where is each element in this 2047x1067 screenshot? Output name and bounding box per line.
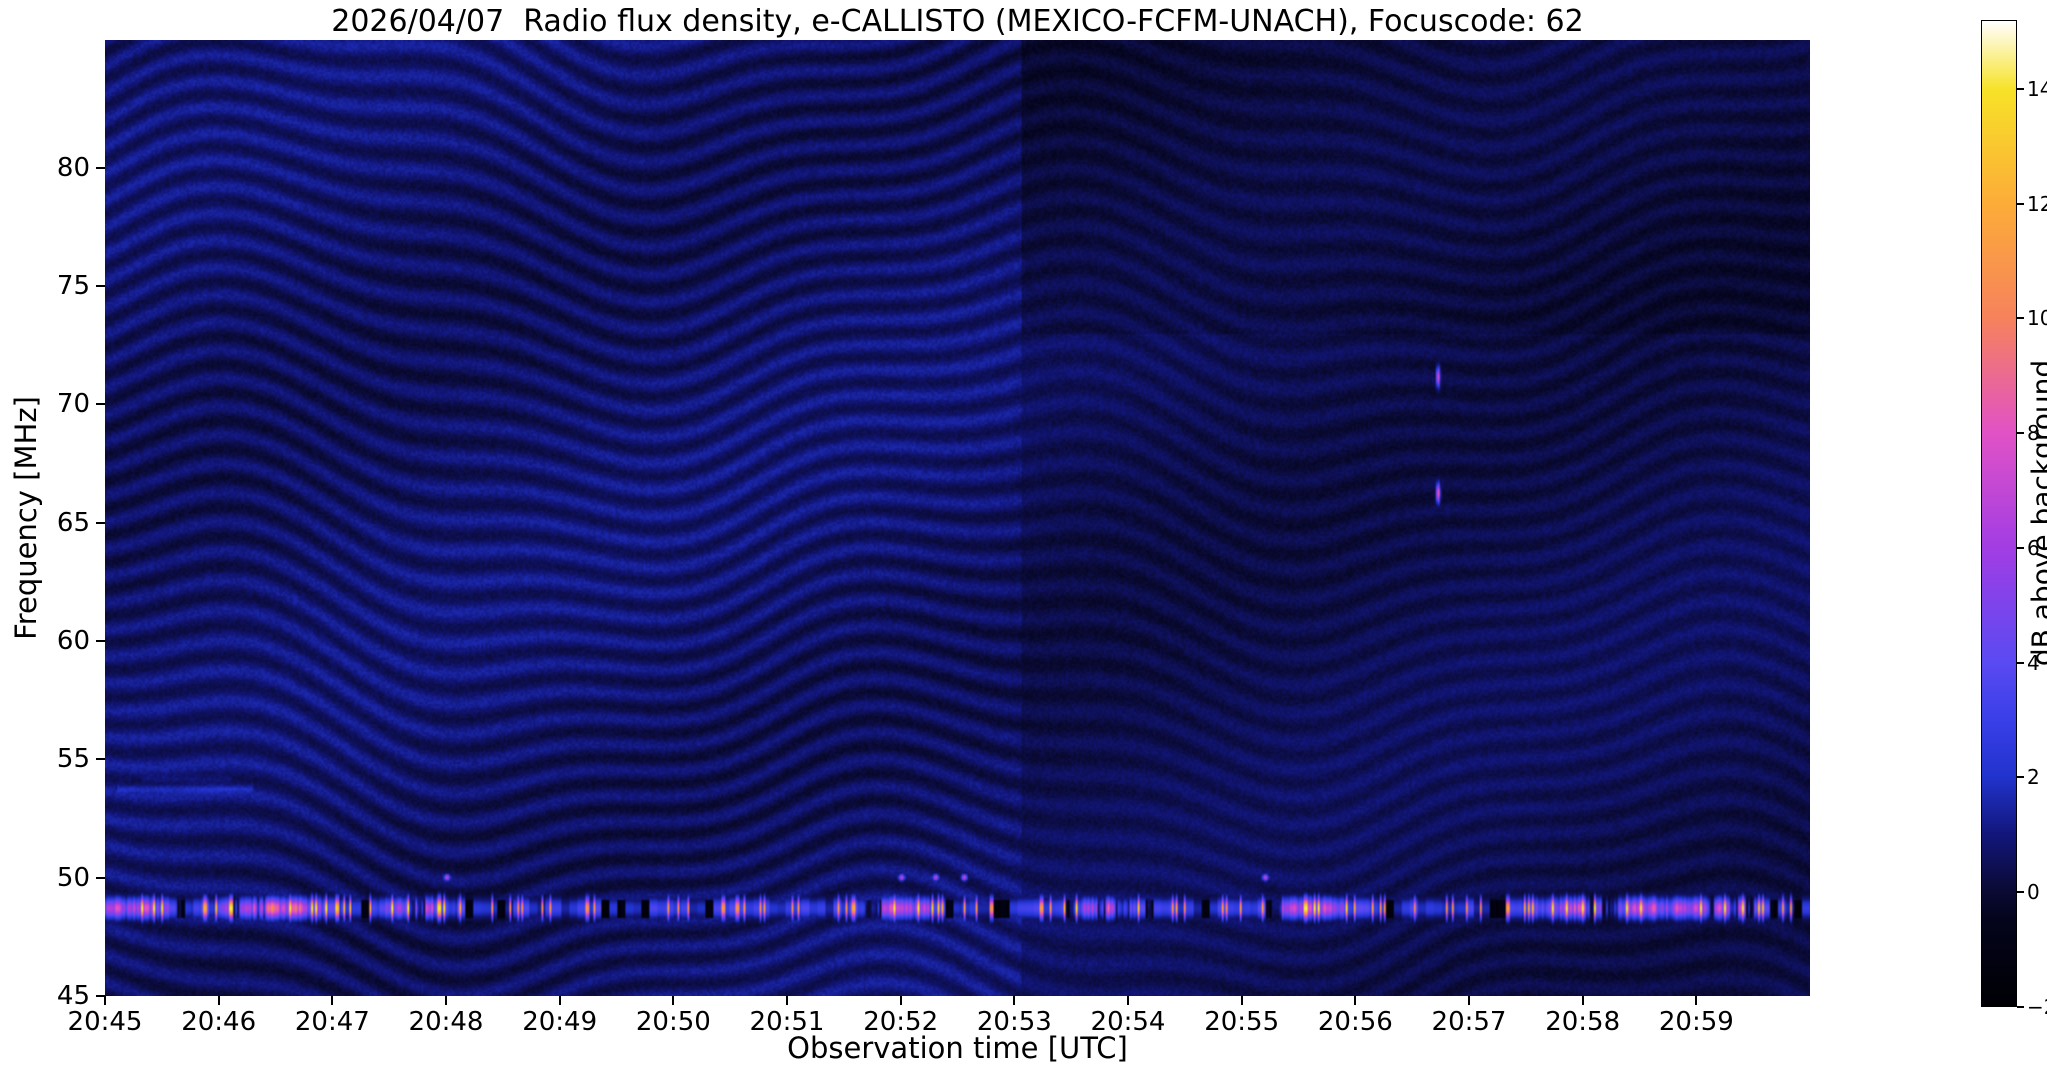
x-tick-label: 20:54 (1090, 1007, 1166, 1037)
chart-title: 2026/04/07 Radio flux density, e-CALLIST… (331, 4, 1584, 39)
colorbar-tick-mark (2017, 776, 2024, 779)
x-tick-mark (445, 996, 447, 1005)
spectrogram-canvas (105, 40, 1810, 996)
y-tick-mark (96, 403, 105, 406)
x-tick-mark (1013, 996, 1016, 1005)
colorbar-tick-label: 0 (2027, 880, 2040, 905)
colorbar-label: dB above background (2025, 359, 2047, 667)
x-tick-mark (786, 996, 788, 1005)
colorbar-tick-mark (2017, 546, 2024, 549)
x-tick-label: 20:49 (522, 1007, 598, 1037)
colorbar-tick-mark (2017, 891, 2024, 894)
colorbar-tick-mark (2017, 317, 2024, 320)
x-tick-label: 20:56 (1317, 1007, 1393, 1037)
x-tick-label: 20:46 (181, 1007, 257, 1037)
x-tick-label: 20:55 (1204, 1007, 1280, 1037)
y-tick-label: 65 (56, 507, 90, 538)
x-tick-label: 20:50 (635, 1007, 711, 1037)
x-tick-mark (104, 996, 106, 1005)
colorbar-tick-label: −2 (2027, 995, 2047, 1019)
x-tick-mark (1240, 996, 1243, 1005)
colorbar-tick-label: 14 (2027, 76, 2047, 101)
colorbar-tick-mark (2017, 661, 2024, 664)
y-tick-label: 45 (56, 981, 90, 1011)
y-tick-mark (96, 995, 105, 997)
y-tick-label: 60 (56, 626, 90, 657)
y-tick-mark (96, 876, 105, 879)
y-tick-mark (96, 521, 105, 524)
x-tick-label: 20:47 (294, 1007, 370, 1037)
colorbar-tick-mark (2017, 87, 2024, 90)
y-axis-label: Frequency [MHz] (9, 396, 43, 640)
colorbar-tick-label: 4 (2027, 650, 2040, 675)
y-tick-mark (96, 166, 105, 169)
colorbar-tick-mark (2017, 202, 2024, 205)
x-tick-mark (1127, 996, 1129, 1005)
x-tick-mark (1468, 996, 1470, 1005)
plot-area (105, 40, 1810, 996)
x-tick-label: 20:57 (1431, 1007, 1507, 1037)
colorbar-tick-label: 12 (2027, 191, 2047, 216)
colorbar-tick-mark (2017, 1006, 2024, 1008)
colorbar-tick-label: 2 (2027, 765, 2040, 790)
y-tick-label: 70 (56, 389, 90, 420)
y-tick-label: 75 (56, 271, 90, 302)
x-tick-label: 20:59 (1658, 1007, 1734, 1037)
y-tick-label: 55 (56, 744, 90, 775)
colorbar-tick-mark (2017, 432, 2024, 435)
x-tick-mark (1581, 996, 1584, 1005)
colorbar-tick-label: 10 (2027, 306, 2047, 331)
x-tick-mark (1695, 996, 1698, 1005)
x-tick-label: 20:53 (976, 1007, 1052, 1037)
y-tick-label: 80 (56, 152, 90, 183)
y-tick-mark (96, 285, 105, 288)
x-tick-label: 20:52 (863, 1007, 939, 1037)
x-tick-label: 20:45 (67, 1007, 143, 1037)
x-tick-label: 20:48 (408, 1007, 484, 1037)
x-tick-mark (1354, 996, 1357, 1005)
x-tick-label: 20:58 (1545, 1007, 1621, 1037)
colorbar-tick-label: 8 (2027, 421, 2040, 446)
y-tick-mark (96, 640, 105, 643)
x-tick-mark (558, 996, 561, 1005)
y-tick-label: 50 (56, 862, 90, 893)
x-tick-mark (672, 996, 675, 1005)
y-tick-mark (96, 758, 105, 761)
x-tick-mark (899, 996, 902, 1005)
x-axis-label: Observation time [UTC] (787, 1031, 1128, 1065)
x-tick-mark (331, 996, 334, 1005)
colorbar-tick-label: 6 (2027, 535, 2040, 560)
x-tick-label: 20:51 (749, 1007, 825, 1037)
x-tick-mark (217, 996, 220, 1005)
colorbar-gradient (1981, 20, 2017, 1007)
